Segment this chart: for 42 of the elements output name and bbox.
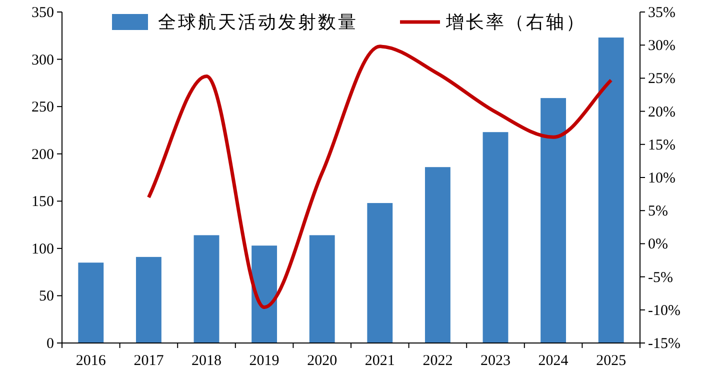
y-tick-label: 300 <box>32 52 54 68</box>
legend-label: 增长率（右轴） <box>445 12 586 32</box>
y-tick-label: 200 <box>32 146 54 163</box>
x-tick-label: 2019 <box>249 353 280 369</box>
y-tick-label: 100 <box>32 241 54 258</box>
y-tick-label: 250 <box>32 100 54 116</box>
y2-tick-label: -15% <box>648 336 680 352</box>
x-tick-label: 2025 <box>596 353 626 369</box>
bar <box>482 132 508 343</box>
y2-tick-label: 15% <box>648 137 676 154</box>
y2-tick-label: 5% <box>648 204 668 220</box>
y2-tick-label: -10% <box>648 302 680 319</box>
y2-tick-label: -5% <box>648 270 673 286</box>
bar <box>252 246 278 343</box>
y2-tick-label: 10% <box>648 170 676 186</box>
y-tick-label: 350 <box>32 5 54 21</box>
x-tick-label: 2021 <box>364 353 395 369</box>
bar <box>540 98 566 343</box>
y-tick-label: 0 <box>46 336 54 352</box>
y2-tick-label: 0% <box>648 236 668 253</box>
x-tick-label: 2024 <box>538 353 569 369</box>
line-series <box>146 44 613 309</box>
y2-tick-label: 25% <box>648 71 676 88</box>
bar <box>598 38 624 343</box>
y-tick-label: 50 <box>39 288 54 305</box>
bar <box>136 256 162 343</box>
x-tick-label: 2023 <box>480 353 510 369</box>
bar <box>424 167 450 343</box>
y2-tick-label: 20% <box>648 104 676 120</box>
y2-tick-label: 35% <box>648 5 676 21</box>
x-tick-label: 2020 <box>307 353 338 369</box>
x-tick-label: 2022 <box>422 353 453 369</box>
legend-label: 全球航天活动发射数量 <box>158 12 358 32</box>
bar <box>194 235 220 343</box>
y2-tick-label: 30% <box>648 38 676 54</box>
bar <box>309 235 335 343</box>
bar <box>78 262 104 343</box>
y-tick-label: 150 <box>32 194 54 210</box>
x-tick-label: 2017 <box>134 353 164 369</box>
bar <box>367 203 393 343</box>
x-tick-label: 2016 <box>76 353 106 369</box>
x-tick-label: 2018 <box>192 353 222 369</box>
